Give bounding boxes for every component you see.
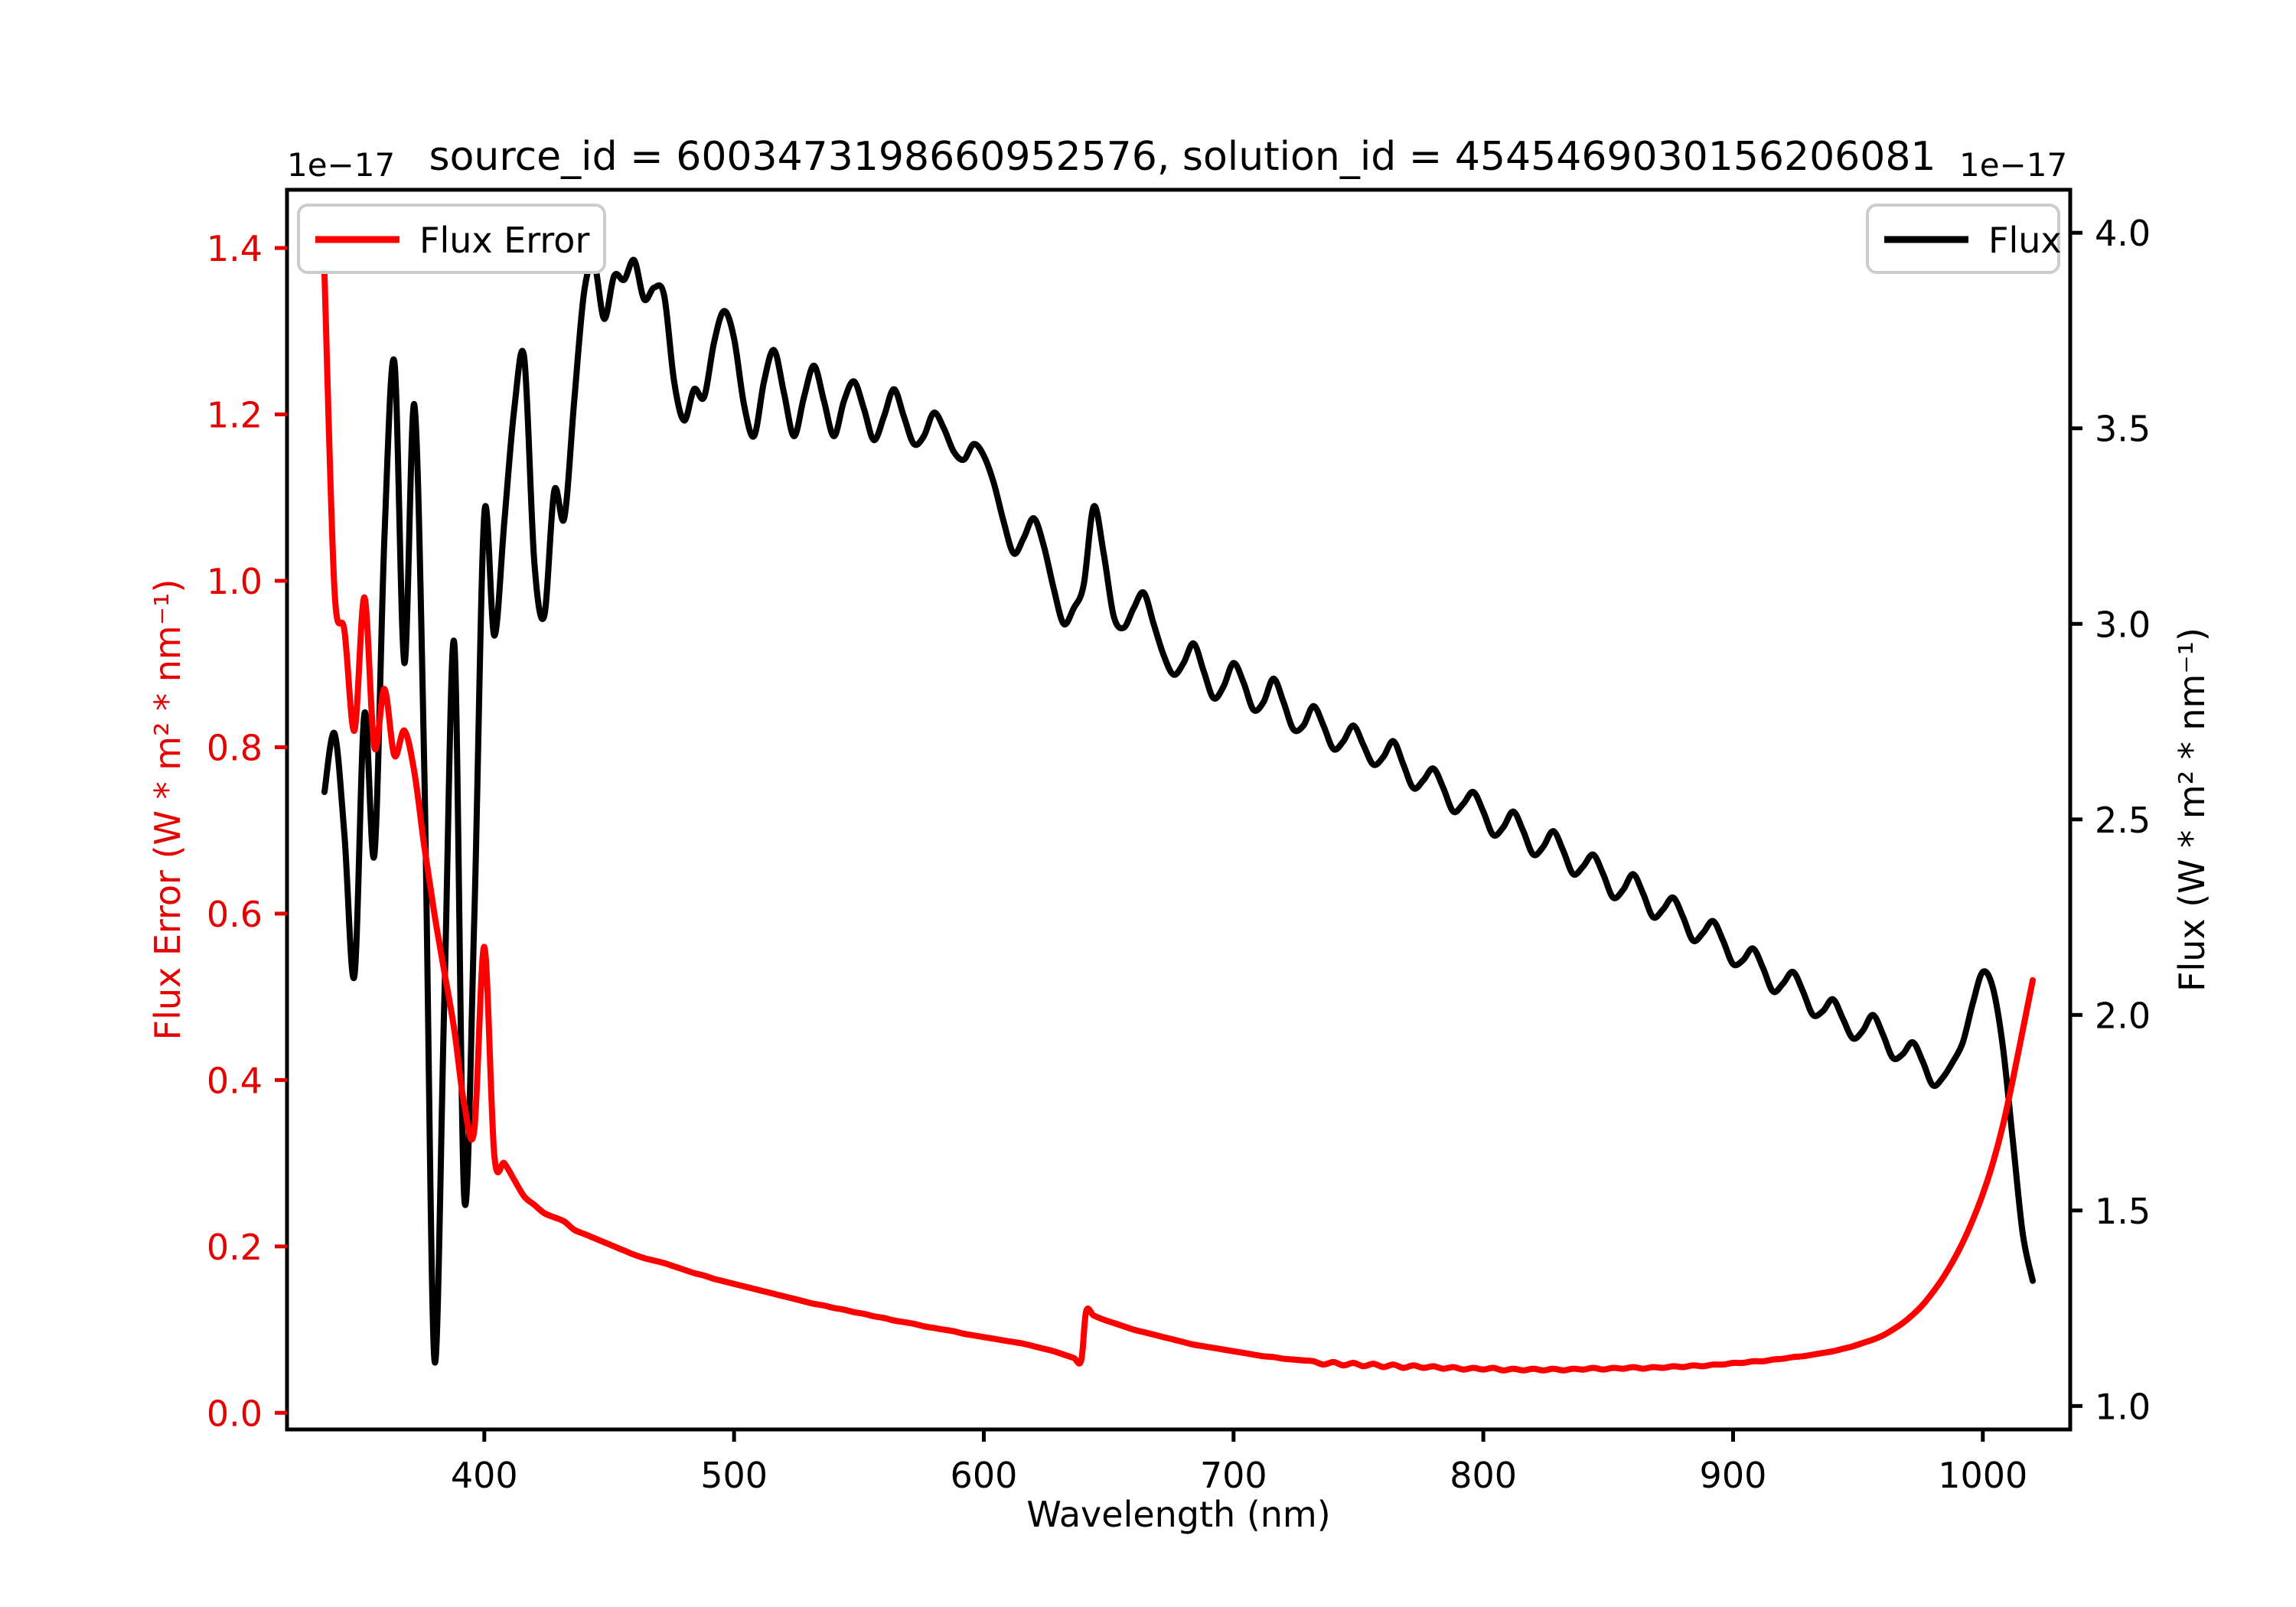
left-y-tick-label: 1.0	[207, 561, 263, 602]
right-y-tick-label: 4.0	[2095, 213, 2151, 254]
legend-flux-error-label: Flux Error	[419, 220, 589, 261]
legend-flux-error[interactable]: Flux Error	[297, 204, 606, 274]
x-tick-label: 800	[1450, 1455, 1517, 1496]
plot-frame	[285, 187, 2073, 1432]
data-series-group	[321, 256, 2037, 1374]
left-y-tick-label: 1.2	[207, 395, 263, 436]
right-y-tick-label: 1.5	[2095, 1191, 2151, 1232]
right-axis-offset-label: 1e−17	[1959, 146, 2067, 184]
left-y-axis-title: Flux Error (W * m² * nm⁻¹)	[147, 579, 188, 1041]
x-axis-ticks: 400 500 600 700 800 900 1000	[451, 1429, 2027, 1496]
legend-flux[interactable]: Flux	[1866, 204, 2062, 274]
right-y-tick-label: 2.5	[2095, 800, 2151, 841]
left-y-tick-label: 0.0	[207, 1393, 263, 1434]
right-y-tick-label: 2.0	[2095, 995, 2151, 1036]
x-tick-label: 500	[700, 1455, 768, 1496]
x-tick-label: 900	[1700, 1455, 1767, 1496]
x-tick-label: 400	[451, 1455, 518, 1496]
x-tick-label: 600	[951, 1455, 1018, 1496]
page-title: source_id = 6003473198660952576, solutio…	[429, 134, 1936, 180]
right-y-tick-label: 3.5	[2095, 409, 2151, 450]
left-axis-offset-label: 1e−17	[287, 146, 395, 184]
series-line-flux-error	[321, 269, 2037, 1374]
x-tick-label: 700	[1200, 1455, 1267, 1496]
right-y-axis-ticks: 1.0 1.5 2.0 2.5 3.0 3.5 4.0	[2070, 213, 2151, 1427]
series-line-flux	[321, 256, 2037, 1366]
left-y-tick-label: 0.6	[207, 894, 263, 935]
left-y-tick-label: 0.4	[207, 1060, 263, 1101]
x-tick-label: 1000	[1938, 1455, 2027, 1496]
x-axis-title: Wavelength (nm)	[1026, 1494, 1330, 1535]
left-y-tick-label: 1.4	[207, 228, 263, 269]
left-y-tick-label: 0.8	[207, 727, 263, 768]
legend-flux-error-box	[297, 204, 606, 274]
left-y-tick-label: 0.2	[207, 1227, 263, 1268]
legend-flux-label: Flux	[1988, 220, 2062, 261]
right-y-tick-label: 3.0	[2095, 604, 2151, 645]
right-y-tick-label: 1.0	[2095, 1386, 2151, 1427]
right-y-axis-title: Flux (W * m² * nm⁻¹)	[2171, 627, 2213, 992]
left-y-axis-ticks: 0.0 0.2 0.4 0.6 0.8 1.0 1.2 1.4	[207, 228, 287, 1434]
